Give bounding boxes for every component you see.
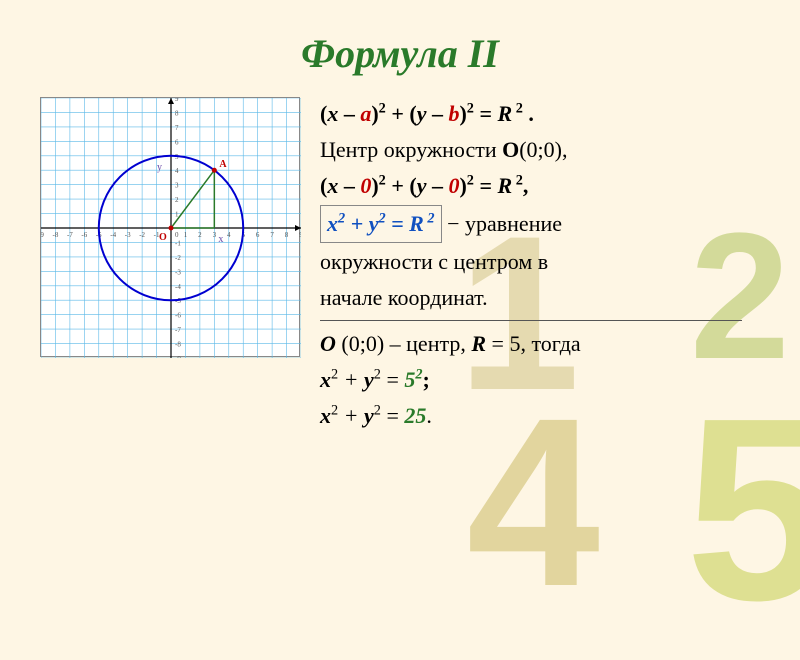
svg-text:4: 4 bbox=[175, 167, 179, 175]
svg-text:0: 0 bbox=[175, 231, 179, 239]
svg-text:-8: -8 bbox=[53, 231, 59, 239]
svg-text:3: 3 bbox=[213, 231, 217, 239]
svg-text:х: х bbox=[218, 234, 223, 245]
page-title: Формула II bbox=[0, 0, 800, 97]
svg-text:7: 7 bbox=[270, 231, 274, 239]
formula-text: (x – a)2 + (y – b)2 = R 2 . Центр окружн… bbox=[320, 97, 760, 435]
svg-text:-2: -2 bbox=[139, 231, 145, 239]
svg-text:8: 8 bbox=[175, 109, 179, 117]
svg-text:-9: -9 bbox=[41, 231, 44, 239]
svg-text:6: 6 bbox=[256, 231, 260, 239]
svg-text:у: у bbox=[157, 162, 162, 173]
svg-text:-7: -7 bbox=[67, 231, 73, 239]
svg-text:-3: -3 bbox=[125, 231, 131, 239]
svg-text:-3: -3 bbox=[175, 268, 181, 276]
svg-text:-2: -2 bbox=[175, 254, 181, 262]
description-2: начале координат. bbox=[320, 281, 760, 315]
svg-text:2: 2 bbox=[175, 196, 179, 204]
svg-text:-1: -1 bbox=[175, 239, 181, 247]
svg-text:7: 7 bbox=[175, 124, 179, 132]
svg-text:4: 4 bbox=[227, 231, 231, 239]
svg-text:2: 2 bbox=[198, 231, 202, 239]
svg-text:1: 1 bbox=[184, 231, 188, 239]
main-content: -9-9-8-8-7-7-6-6-5-5-4-4-3-3-2-2-1-11122… bbox=[0, 97, 800, 435]
svg-text:3: 3 bbox=[175, 182, 179, 190]
svg-text:9: 9 bbox=[175, 98, 179, 103]
example-formula-2: x2 + y2 = 25. bbox=[320, 399, 760, 433]
example-given: О (0;0) – центр, R = 5, тогда bbox=[320, 327, 760, 361]
svg-text:А: А bbox=[219, 159, 227, 170]
formula-general: (x – a)2 + (y – b)2 = R 2 . bbox=[320, 97, 760, 131]
divider-line bbox=[320, 320, 742, 321]
center-line: Центр окружности О(0;0), bbox=[320, 133, 760, 167]
svg-text:-4: -4 bbox=[110, 231, 116, 239]
svg-text:О: О bbox=[159, 232, 167, 243]
svg-text:-5: -5 bbox=[175, 297, 181, 305]
coordinate-chart: -9-9-8-8-7-7-6-6-5-5-4-4-3-3-2-2-1-11122… bbox=[40, 97, 300, 357]
example-formula-1: x2 + y2 = 52; bbox=[320, 363, 760, 397]
svg-text:-6: -6 bbox=[175, 312, 181, 320]
description-1: окружности с центром в bbox=[320, 245, 760, 279]
svg-text:6: 6 bbox=[175, 138, 179, 146]
svg-text:-4: -4 bbox=[175, 283, 181, 291]
svg-text:-9: -9 bbox=[175, 355, 181, 358]
svg-text:-8: -8 bbox=[175, 341, 181, 349]
formula-zero: (x – 0)2 + (y – 0)2 = R 2, bbox=[320, 169, 760, 203]
svg-text:-7: -7 bbox=[175, 326, 181, 334]
svg-text:9: 9 bbox=[299, 231, 301, 239]
svg-text:8: 8 bbox=[285, 231, 289, 239]
svg-text:-6: -6 bbox=[81, 231, 87, 239]
formula-simplified: x2 + y2 = R 2 − уравнение bbox=[320, 205, 760, 243]
